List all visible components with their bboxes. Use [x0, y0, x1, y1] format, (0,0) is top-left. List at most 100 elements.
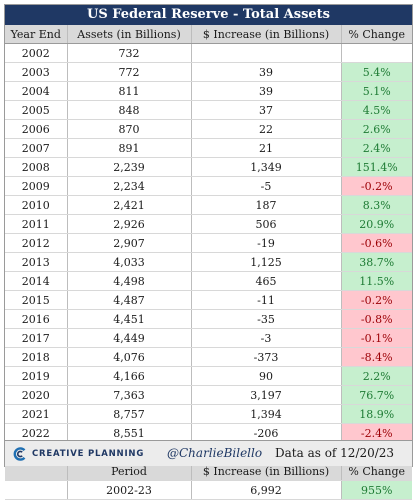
- table-row: 2018 4,076 -373 -8.4%: [5, 347, 412, 367]
- row-year-cell: 2022: [5, 423, 67, 443]
- data-date-note: Data as of 12/20/23: [275, 446, 395, 460]
- row-pct-cell: 4.5%: [340, 100, 412, 120]
- summary-section: Period $ Increase (in Billions) % Change…: [5, 461, 412, 500]
- row-pct-cell: 5.4%: [340, 62, 412, 82]
- table-row: 2008 2,239 1,349 151.4%: [5, 157, 412, 177]
- table-row: 2015 4,487 -11 -0.2%: [5, 290, 412, 310]
- col-header-assets: Assets (in Billions): [66, 25, 191, 44]
- row-assets-cell: 4,498: [66, 271, 191, 291]
- table-row: 2011 2,926 506 20.9%: [5, 214, 412, 234]
- creative-planning-logo-icon: [13, 446, 26, 461]
- row-pct-cell: [340, 43, 412, 63]
- row-assets-cell: 772: [66, 62, 191, 82]
- row-pct-cell: 18.9%: [340, 404, 412, 424]
- row-increase-cell: 3,197: [190, 385, 341, 405]
- row-pct-cell: 2.6%: [340, 119, 412, 139]
- table-row: 2020 7,363 3,197 76.7%: [5, 385, 412, 405]
- row-increase-cell: 22: [190, 119, 341, 139]
- summary-increase: 6,992: [190, 480, 341, 500]
- row-pct-cell: 2.4%: [340, 138, 412, 158]
- row-pct-cell: 2.2%: [340, 366, 412, 386]
- row-increase-cell: -5: [190, 176, 341, 196]
- row-year-cell: 2014: [5, 271, 67, 291]
- row-year-cell: 2011: [5, 214, 67, 234]
- summary-pct: 955%: [340, 480, 412, 500]
- row-year-cell: 2020: [5, 385, 67, 405]
- row-pct-cell: -0.6%: [340, 233, 412, 253]
- table-row: 2016 4,451 -35 -0.8%: [5, 309, 412, 329]
- row-increase-cell: 37: [190, 100, 341, 120]
- footer: CREATIVE PLANNING @CharlieBilello Data a…: [5, 440, 412, 466]
- table-row: 2012 2,907 -19 -0.6%: [5, 233, 412, 253]
- row-assets-cell: 891: [66, 138, 191, 158]
- row-increase-cell: [190, 43, 341, 63]
- col-header-year-end: Year End: [5, 25, 67, 44]
- table-row: 2021 8,757 1,394 18.9%: [5, 404, 412, 424]
- summary-blank-cell: [5, 480, 67, 500]
- row-pct-cell: 8.3%: [340, 195, 412, 215]
- row-assets-cell: 2,907: [66, 233, 191, 253]
- row-assets-cell: 8,757: [66, 404, 191, 424]
- table-frame: US Federal Reserve - Total Assets Year E…: [4, 4, 413, 500]
- row-year-cell: 2019: [5, 366, 67, 386]
- row-increase-cell: 1,125: [190, 252, 341, 272]
- table-row: 2014 4,498 465 11.5%: [5, 271, 412, 291]
- row-assets-cell: 870: [66, 119, 191, 139]
- row-year-cell: 2017: [5, 328, 67, 348]
- row-assets-cell: 4,033: [66, 252, 191, 272]
- row-assets-cell: 848: [66, 100, 191, 120]
- row-assets-cell: 2,234: [66, 176, 191, 196]
- table-body: 2002 732 2003 772 39 5.4% 2004 811 39 5.1% 2005 848…: [5, 43, 412, 462]
- row-increase-cell: 187: [190, 195, 341, 215]
- row-pct-cell: -0.1%: [340, 328, 412, 348]
- row-year-cell: 2003: [5, 62, 67, 82]
- row-assets-cell: 4,451: [66, 309, 191, 329]
- row-increase-cell: 465: [190, 271, 341, 291]
- table-row: 2013 4,033 1,125 38.7%: [5, 252, 412, 272]
- row-increase-cell: -19: [190, 233, 341, 253]
- row-assets-cell: 811: [66, 81, 191, 101]
- row-increase-cell: -373: [190, 347, 341, 367]
- row-assets-cell: 4,487: [66, 290, 191, 310]
- table-row: 2019 4,166 90 2.2%: [5, 366, 412, 386]
- summary-period: 2002-23: [66, 480, 191, 500]
- row-increase-cell: 21: [190, 138, 341, 158]
- row-year-cell: 2008: [5, 157, 67, 177]
- row-increase-cell: 39: [190, 81, 341, 101]
- row-year-cell: 2018: [5, 347, 67, 367]
- creative-planning-logo: CREATIVE PLANNING: [13, 446, 144, 461]
- col-header-increase: $ Increase (in Billions): [190, 25, 341, 44]
- row-assets-cell: 2,926: [66, 214, 191, 234]
- row-year-cell: 2015: [5, 290, 67, 310]
- row-year-cell: 2007: [5, 138, 67, 158]
- table-row: 2010 2,421 187 8.3%: [5, 195, 412, 215]
- row-assets-cell: 4,166: [66, 366, 191, 386]
- row-increase-cell: -35: [190, 309, 341, 329]
- row-year-cell: 2004: [5, 81, 67, 101]
- row-assets-cell: 7,363: [66, 385, 191, 405]
- row-pct-cell: -8.4%: [340, 347, 412, 367]
- table-row: 2007 891 21 2.4%: [5, 138, 412, 158]
- row-pct-cell: 5.1%: [340, 81, 412, 101]
- row-year-cell: 2005: [5, 100, 67, 120]
- table-title: US Federal Reserve - Total Assets: [5, 5, 412, 25]
- table-row: 2005 848 37 4.5%: [5, 100, 412, 120]
- row-increase-cell: -11: [190, 290, 341, 310]
- row-pct-cell: -0.2%: [340, 176, 412, 196]
- row-year-cell: 2016: [5, 309, 67, 329]
- author-handle: @CharlieBilello: [167, 446, 263, 460]
- row-assets-cell: 732: [66, 43, 191, 63]
- row-pct-cell: -0.2%: [340, 290, 412, 310]
- table-row: 2009 2,234 -5 -0.2%: [5, 176, 412, 196]
- row-year-cell: 2010: [5, 195, 67, 215]
- row-pct-cell: -0.8%: [340, 309, 412, 329]
- row-year-cell: 2013: [5, 252, 67, 272]
- brand-name: CREATIVE PLANNING: [32, 448, 145, 459]
- table-row: 2017 4,449 -3 -0.1%: [5, 328, 412, 348]
- row-increase-cell: 90: [190, 366, 341, 386]
- table-row: 2004 811 39 5.1%: [5, 81, 412, 101]
- row-assets-cell: 2,239: [66, 157, 191, 177]
- row-pct-cell: 151.4%: [340, 157, 412, 177]
- row-increase-cell: -3: [190, 328, 341, 348]
- row-pct-cell: 38.7%: [340, 252, 412, 272]
